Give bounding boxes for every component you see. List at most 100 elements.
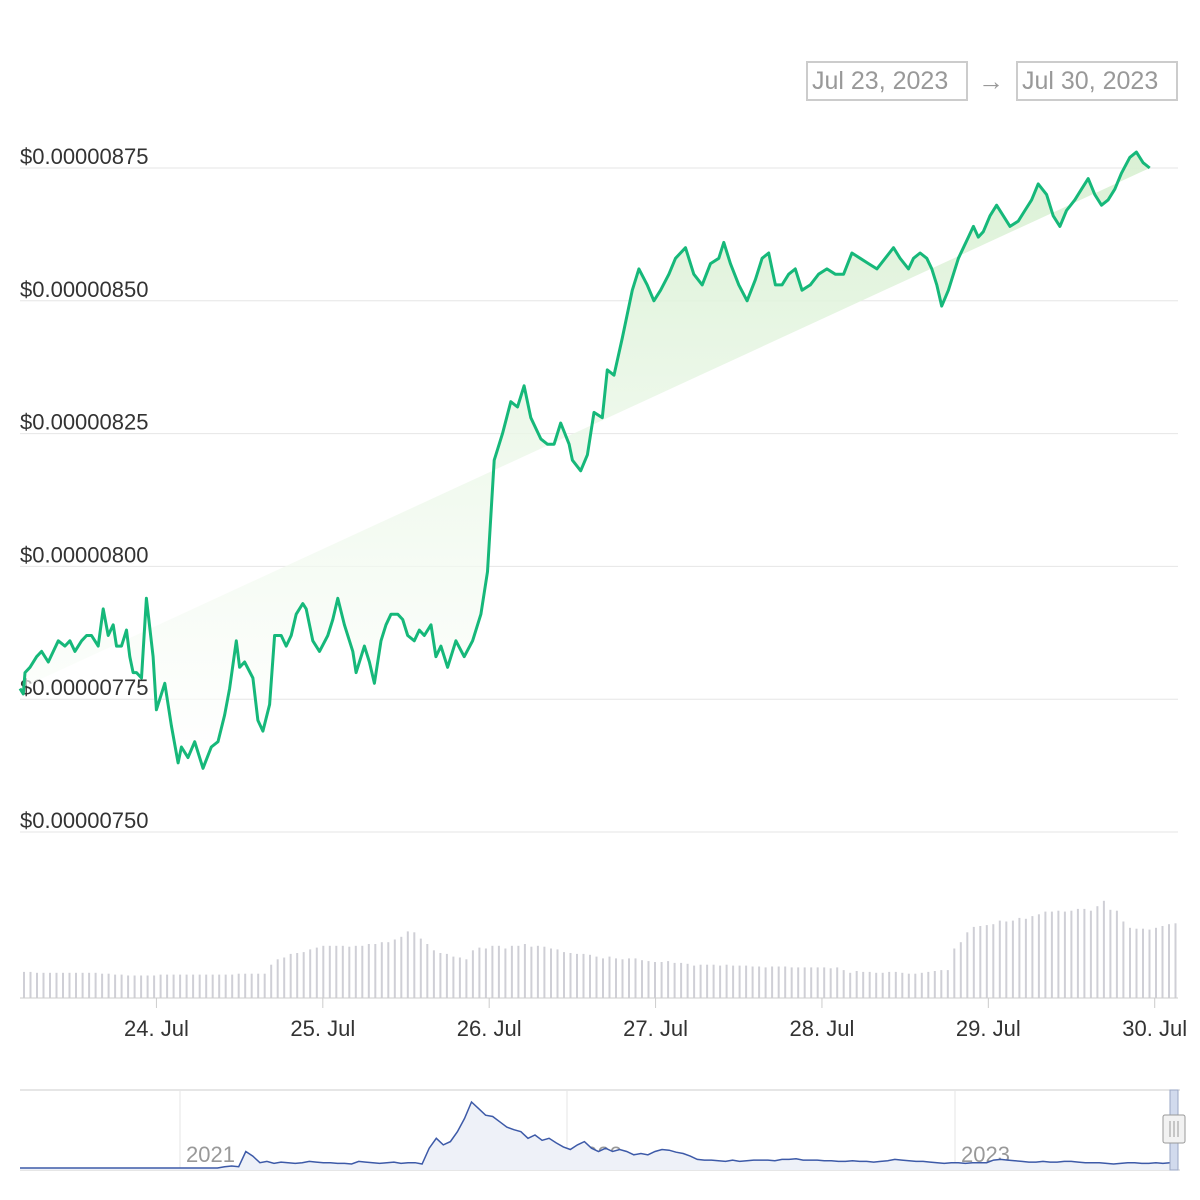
volume-bar	[406, 931, 409, 998]
volume-bar	[920, 972, 923, 998]
volume-bar	[55, 972, 58, 998]
volume-bar	[1063, 911, 1066, 998]
volume-bar	[758, 966, 761, 998]
volume-bar	[881, 972, 884, 998]
volume-bar	[1011, 920, 1014, 998]
navigator-handle[interactable]	[1162, 1114, 1186, 1144]
volume-bar	[179, 974, 182, 998]
y-tick-label: $0.00000775	[20, 675, 148, 700]
volume-bar	[933, 971, 936, 998]
volume-bar	[172, 974, 175, 998]
volume-bar	[471, 950, 474, 998]
volume-bar	[419, 938, 422, 998]
volume-bar	[237, 973, 240, 998]
volume-bar	[849, 972, 852, 998]
volume-bar	[1083, 908, 1086, 998]
volume-bar	[764, 967, 767, 998]
volume-bar	[907, 973, 910, 998]
volume-bar	[888, 971, 891, 998]
volume-bar	[465, 959, 468, 998]
navigator-year-label: 2021	[186, 1142, 235, 1167]
volume-bar	[615, 958, 617, 998]
volume-bar	[114, 974, 117, 998]
volume-bar	[250, 973, 253, 998]
volume-bar	[120, 974, 123, 998]
y-tick-label: $0.00000825	[20, 410, 148, 435]
volume-bar	[211, 974, 214, 998]
volume-bar	[413, 932, 416, 998]
volume-bar	[992, 924, 995, 998]
volume-bar	[322, 945, 325, 998]
volume-bar	[1148, 929, 1151, 998]
volume-bar	[289, 953, 292, 998]
volume-bar	[166, 974, 169, 998]
y-tick-label: $0.00000800	[20, 542, 148, 567]
volume-bar	[940, 970, 943, 998]
volume-bar	[367, 944, 370, 998]
volume-bar	[894, 971, 897, 998]
volume-bar	[263, 973, 266, 998]
volume-bar	[667, 961, 670, 998]
volume-bar	[654, 962, 656, 998]
x-tick-label: 28. Jul	[790, 1016, 855, 1041]
volume-bar	[283, 957, 286, 998]
x-tick-label: 25. Jul	[290, 1016, 355, 1041]
navigator[interactable]: 202120222023	[20, 1089, 1186, 1171]
date-range-from-input[interactable]: Jul 23, 2023	[806, 61, 968, 101]
volume-bar	[523, 944, 526, 998]
y-tick-label: $0.00000850	[20, 277, 148, 302]
volume-bar	[901, 972, 904, 998]
volume-bar	[270, 964, 273, 998]
volume-bar	[803, 967, 806, 998]
volume-bar	[42, 972, 45, 998]
volume-bar	[62, 972, 64, 998]
volume-bar	[309, 949, 312, 998]
volume-bar	[914, 973, 917, 998]
volume-bar	[439, 953, 442, 998]
volume-bar	[582, 953, 585, 998]
volume-bar	[426, 944, 429, 998]
volume-bar	[133, 975, 136, 998]
volume-bar	[75, 972, 77, 998]
volume-bar	[380, 942, 383, 998]
volume-bar	[875, 972, 878, 998]
volume-bar	[458, 957, 461, 998]
volume-bar	[810, 967, 813, 998]
volume-bar	[140, 975, 143, 998]
volume-bar	[1174, 923, 1177, 998]
volume-bar	[1161, 926, 1164, 998]
volume-bar	[1037, 914, 1040, 998]
volume-bar	[634, 958, 637, 998]
volume-bar	[504, 948, 507, 998]
volume-bar	[628, 958, 630, 998]
volume-bar	[146, 975, 149, 998]
volume-bar	[536, 945, 539, 998]
volume-bar	[361, 945, 364, 998]
volume-bar	[107, 973, 110, 998]
volume-bar	[400, 936, 403, 998]
volume-bar	[452, 956, 455, 998]
volume-bar	[1109, 909, 1112, 998]
volume-bar	[771, 966, 774, 998]
volume-bar	[159, 974, 162, 998]
date-range-to-input[interactable]: Jul 30, 2023	[1016, 61, 1178, 101]
volume-bar	[244, 973, 247, 998]
x-tick-label: 26. Jul	[457, 1016, 522, 1041]
volume-bar	[81, 972, 84, 998]
volume-bar	[101, 973, 104, 998]
price-line	[18, 150, 1151, 770]
volume-bar	[966, 932, 969, 998]
volume-bar	[328, 945, 331, 998]
y-tick-label: $0.00000875	[20, 144, 148, 169]
volume-bar	[823, 967, 826, 998]
x-axis: 24. Jul 25. Jul 26. Jul 27. Jul 28. Jul 29. J…	[20, 997, 1187, 1041]
volume-bar	[29, 971, 32, 998]
volume-bar	[23, 971, 25, 998]
volume-bar	[257, 973, 260, 998]
volume-bar	[621, 959, 624, 998]
volume-bar	[972, 926, 975, 998]
volume-bar	[985, 925, 988, 998]
volume-bar	[868, 971, 871, 998]
volume-bar	[374, 944, 377, 998]
volume-bar	[797, 967, 800, 998]
